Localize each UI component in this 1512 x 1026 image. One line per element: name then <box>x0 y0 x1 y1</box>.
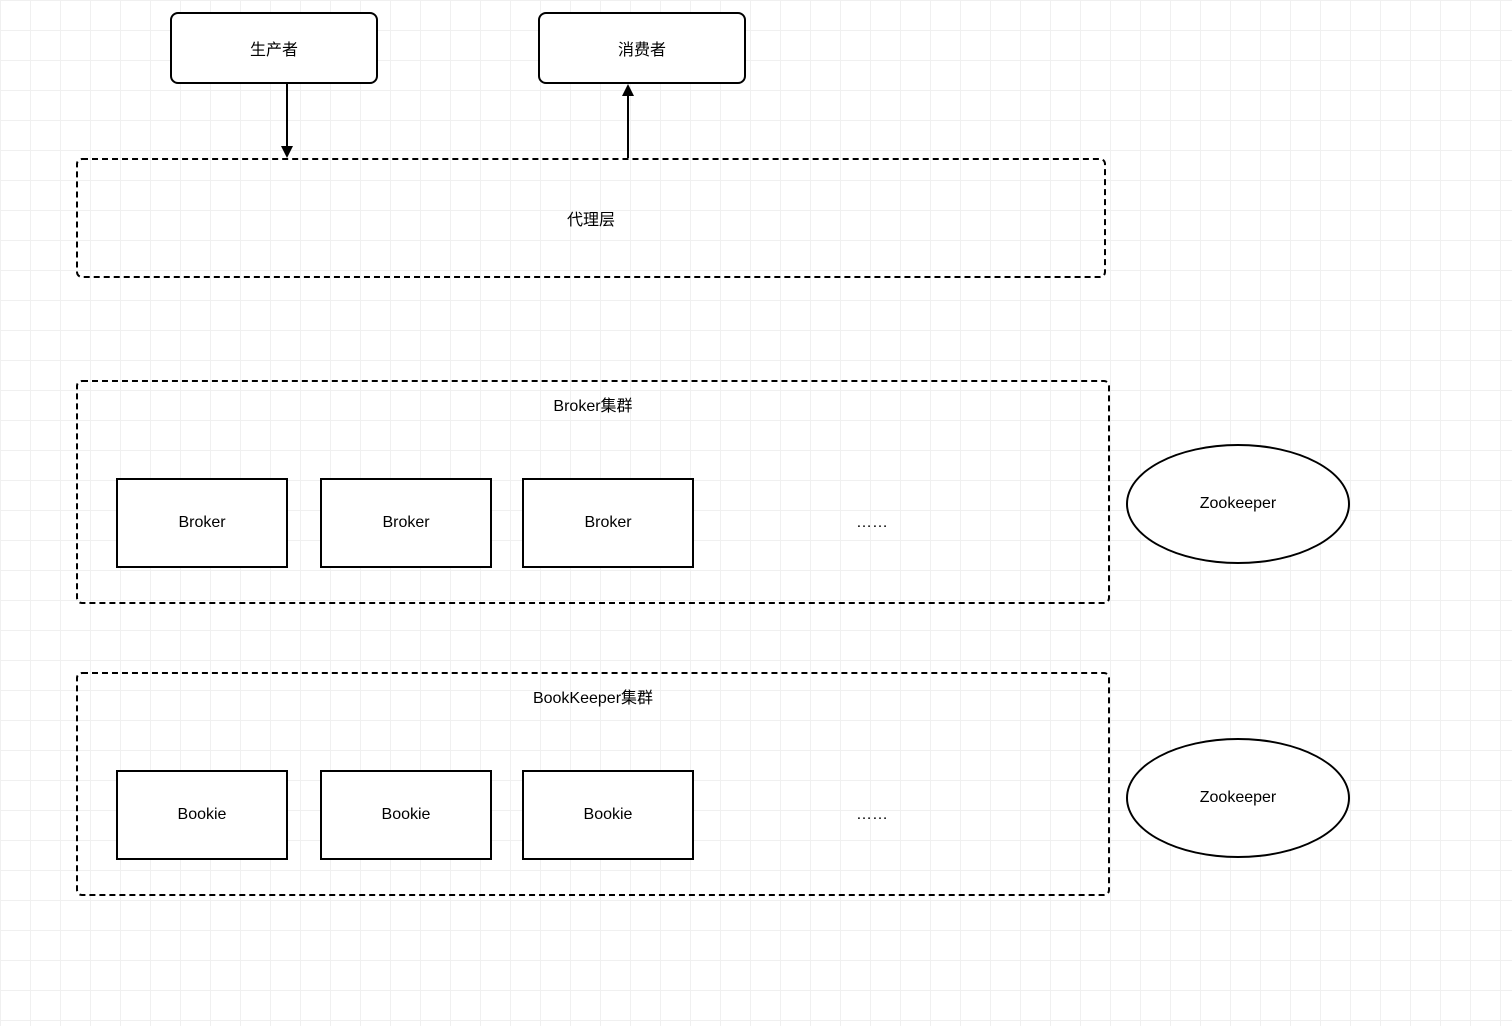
consumer-label: 消费者 <box>618 36 666 60</box>
broker-item-1-label: Broker <box>178 514 225 532</box>
broker-cluster-title: Broker集群 <box>78 392 1108 416</box>
arrow-producer-to-proxy <box>277 84 297 158</box>
zookeeper-top: Zookeeper <box>1126 444 1350 564</box>
consumer-box: 消费者 <box>538 12 746 84</box>
producer-label: 生产者 <box>250 36 298 60</box>
bookie-item-3: Bookie <box>522 770 694 860</box>
bookie-item-1-label: Bookie <box>178 806 227 824</box>
broker-item-1: Broker <box>116 478 288 568</box>
broker-item-3: Broker <box>522 478 694 568</box>
broker-item-3-label: Broker <box>584 514 631 532</box>
bookie-item-3-label: Bookie <box>584 806 633 824</box>
zookeeper-top-label: Zookeeper <box>1200 495 1277 513</box>
broker-item-2: Broker <box>320 478 492 568</box>
bookie-ellipsis: …… <box>842 800 902 830</box>
proxy-layer-box: 代理层 <box>76 158 1106 278</box>
bookie-item-2: Bookie <box>320 770 492 860</box>
producer-box: 生产者 <box>170 12 378 84</box>
arrow-proxy-to-consumer <box>618 84 638 158</box>
zookeeper-bottom: Zookeeper <box>1126 738 1350 858</box>
broker-ellipsis: …… <box>842 508 902 538</box>
bookie-item-1: Bookie <box>116 770 288 860</box>
bookie-item-2-label: Bookie <box>382 806 431 824</box>
proxy-layer-label: 代理层 <box>567 206 615 230</box>
zookeeper-bottom-label: Zookeeper <box>1200 789 1277 807</box>
bookkeeper-cluster-title: BookKeeper集群 <box>78 684 1108 708</box>
broker-item-2-label: Broker <box>382 514 429 532</box>
